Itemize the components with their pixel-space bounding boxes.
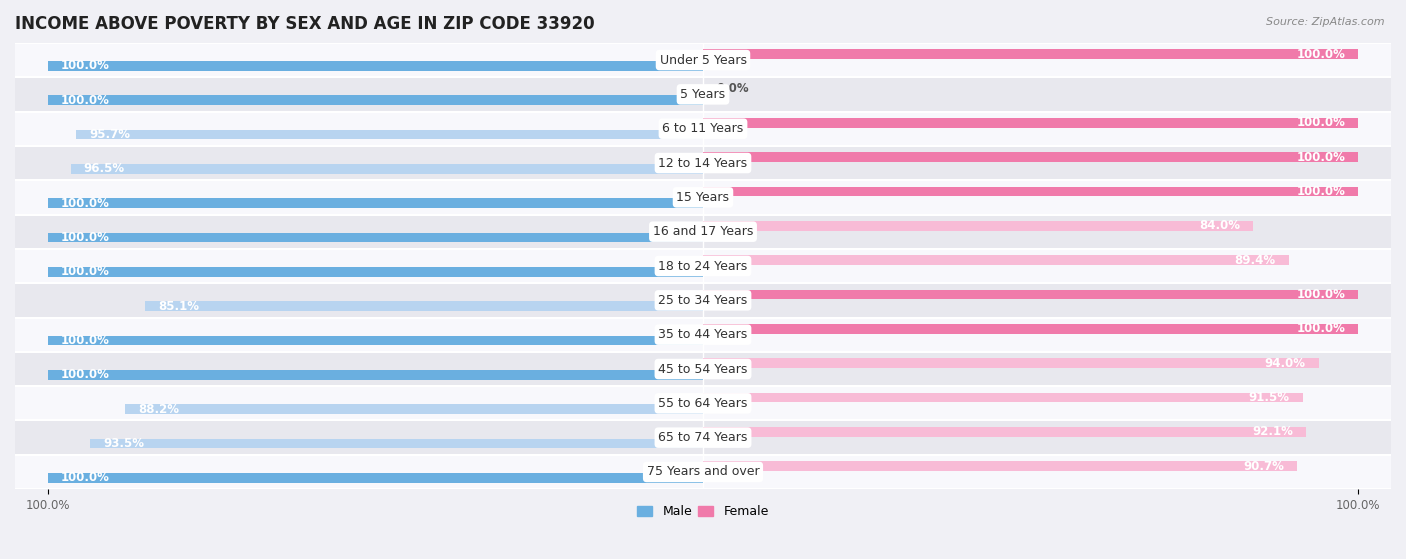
Text: 100.0%: 100.0% bbox=[1296, 48, 1346, 61]
Bar bbox=[48, 267, 703, 277]
Bar bbox=[48, 198, 703, 208]
Bar bbox=[15, 180, 1391, 215]
Bar bbox=[15, 215, 1391, 249]
Text: 100.0%: 100.0% bbox=[1296, 288, 1346, 301]
Text: 55 to 64 Years: 55 to 64 Years bbox=[658, 397, 748, 410]
Bar bbox=[145, 301, 703, 311]
Bar bbox=[15, 283, 1391, 318]
Bar bbox=[15, 77, 1391, 112]
Bar bbox=[15, 43, 1391, 77]
Bar bbox=[15, 352, 1391, 386]
Bar bbox=[70, 164, 703, 174]
Bar bbox=[15, 386, 1391, 420]
Text: 35 to 44 Years: 35 to 44 Years bbox=[658, 328, 748, 341]
Text: 75 Years and over: 75 Years and over bbox=[647, 466, 759, 479]
Bar bbox=[48, 233, 703, 243]
Text: 12 to 14 Years: 12 to 14 Years bbox=[658, 157, 748, 169]
Text: 100.0%: 100.0% bbox=[60, 94, 110, 107]
Bar bbox=[48, 61, 703, 70]
Bar bbox=[125, 404, 703, 414]
Text: 92.1%: 92.1% bbox=[1253, 425, 1294, 438]
Text: 100.0%: 100.0% bbox=[60, 266, 110, 278]
Text: 100.0%: 100.0% bbox=[60, 334, 110, 347]
Text: 100.0%: 100.0% bbox=[1296, 185, 1346, 198]
Text: 18 to 24 Years: 18 to 24 Years bbox=[658, 259, 748, 273]
Bar bbox=[15, 455, 1391, 489]
Bar bbox=[703, 118, 1358, 127]
Bar bbox=[703, 392, 1302, 402]
Text: 89.4%: 89.4% bbox=[1234, 254, 1275, 267]
Bar bbox=[48, 336, 703, 345]
Text: 90.7%: 90.7% bbox=[1243, 459, 1284, 473]
Bar bbox=[15, 249, 1391, 283]
Text: 100.0%: 100.0% bbox=[60, 368, 110, 381]
Text: 85.1%: 85.1% bbox=[159, 300, 200, 312]
Bar bbox=[76, 130, 703, 139]
Text: 100.0%: 100.0% bbox=[60, 471, 110, 484]
Text: 94.0%: 94.0% bbox=[1265, 357, 1306, 369]
Text: 100.0%: 100.0% bbox=[1296, 116, 1346, 129]
Text: 93.5%: 93.5% bbox=[104, 437, 145, 450]
Bar bbox=[90, 439, 703, 448]
Text: 5 Years: 5 Years bbox=[681, 88, 725, 101]
Bar bbox=[15, 420, 1391, 455]
Bar bbox=[15, 318, 1391, 352]
Bar bbox=[48, 96, 703, 105]
Text: 88.2%: 88.2% bbox=[138, 402, 179, 416]
Bar bbox=[703, 255, 1289, 265]
Text: 25 to 34 Years: 25 to 34 Years bbox=[658, 294, 748, 307]
Text: 100.0%: 100.0% bbox=[60, 59, 110, 72]
Text: 65 to 74 Years: 65 to 74 Years bbox=[658, 431, 748, 444]
Bar bbox=[703, 290, 1358, 299]
Text: 6 to 11 Years: 6 to 11 Years bbox=[662, 122, 744, 135]
Text: 91.5%: 91.5% bbox=[1249, 391, 1289, 404]
Text: 95.7%: 95.7% bbox=[89, 128, 129, 141]
Text: 45 to 54 Years: 45 to 54 Years bbox=[658, 362, 748, 376]
Bar bbox=[15, 112, 1391, 146]
Text: 96.5%: 96.5% bbox=[84, 162, 125, 176]
Text: 15 Years: 15 Years bbox=[676, 191, 730, 204]
Bar bbox=[703, 427, 1306, 437]
Bar bbox=[703, 153, 1358, 162]
Bar bbox=[703, 49, 1358, 59]
Bar bbox=[703, 187, 1358, 196]
Text: 100.0%: 100.0% bbox=[1296, 323, 1346, 335]
Legend: Male, Female: Male, Female bbox=[633, 500, 773, 523]
Text: INCOME ABOVE POVERTY BY SEX AND AGE IN ZIP CODE 33920: INCOME ABOVE POVERTY BY SEX AND AGE IN Z… bbox=[15, 15, 595, 33]
Text: Source: ZipAtlas.com: Source: ZipAtlas.com bbox=[1267, 17, 1385, 27]
Text: 100.0%: 100.0% bbox=[60, 231, 110, 244]
Text: 16 and 17 Years: 16 and 17 Years bbox=[652, 225, 754, 238]
Text: 0.0%: 0.0% bbox=[716, 82, 749, 95]
Text: 100.0%: 100.0% bbox=[1296, 151, 1346, 164]
Bar bbox=[48, 370, 703, 380]
Text: 84.0%: 84.0% bbox=[1199, 219, 1240, 233]
Bar bbox=[15, 146, 1391, 180]
Bar bbox=[703, 221, 1253, 231]
Bar bbox=[703, 461, 1298, 471]
Text: 100.0%: 100.0% bbox=[60, 197, 110, 210]
Bar bbox=[703, 358, 1319, 368]
Bar bbox=[703, 324, 1358, 334]
Bar bbox=[48, 473, 703, 482]
Text: Under 5 Years: Under 5 Years bbox=[659, 54, 747, 67]
